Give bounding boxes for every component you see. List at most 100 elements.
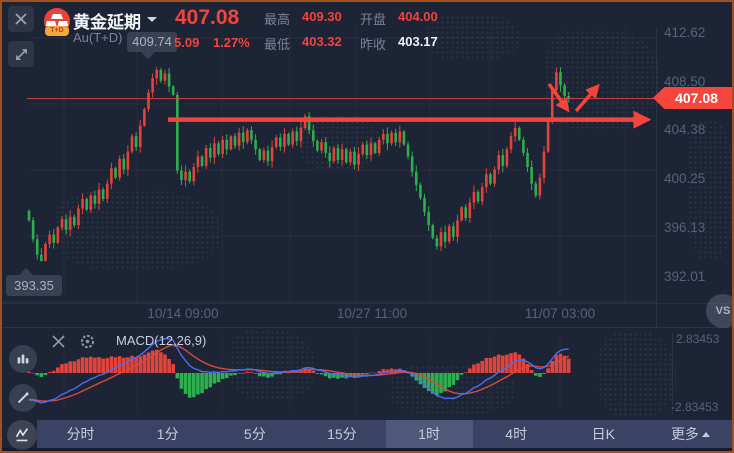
tab-timeframe-1min[interactable]: 1分 [156, 426, 179, 442]
candle-body [101, 189, 105, 199]
stat-open-value: 404.00 [398, 9, 438, 24]
candle-body [192, 167, 196, 182]
macd-histogram-bar [472, 364, 476, 373]
macd-histogram-bar [56, 367, 60, 373]
expand-button[interactable] [8, 41, 34, 67]
candle-body [246, 130, 249, 143]
candle-body [188, 171, 191, 182]
candle-body [489, 174, 492, 184]
macd-histogram-bar [229, 373, 233, 376]
map-dots-decoration [688, 120, 734, 260]
x-axis-label: 10/14 09:00 [147, 306, 219, 321]
tab-timeframe-15min[interactable]: 15分 [327, 426, 357, 442]
macd-histogram-bar [348, 373, 353, 378]
y-axis-label: 404.38 [664, 122, 706, 137]
candle-body [208, 148, 212, 158]
tab-timeframe-fenshi[interactable]: 分时 [66, 426, 95, 442]
candle-body [176, 94, 179, 171]
candle-body [279, 137, 282, 147]
indicator-button[interactable] [7, 420, 37, 450]
candle-body [60, 219, 64, 228]
y-axis-label: 408.50 [664, 74, 706, 89]
macd-histogram-bar [468, 368, 472, 373]
close-button[interactable] [8, 6, 34, 32]
macd-histogram-bar [187, 373, 192, 398]
macd-histogram-bar [455, 373, 460, 381]
candle-body [513, 127, 517, 137]
tab-timeframe-4hour[interactable]: 4时 [505, 426, 528, 442]
candle-body [398, 131, 402, 143]
macd-histogram-bar [105, 358, 110, 373]
candle-body [196, 156, 200, 168]
chevron-down-icon[interactable] [147, 17, 157, 22]
candle-body [266, 150, 270, 162]
chart-type-button[interactable] [9, 345, 37, 373]
candle-body [382, 133, 385, 140]
candle-body [77, 208, 80, 226]
candle-body [423, 197, 426, 213]
macd-histogram-bar [430, 373, 435, 394]
macd-histogram-bar [233, 373, 237, 376]
low-marker-tooltip: 393.35 [6, 275, 62, 296]
candle-body [357, 154, 360, 165]
candle-body [460, 207, 463, 221]
candle-body [538, 177, 542, 196]
draw-tool-button[interactable] [9, 384, 37, 412]
close-icon [15, 13, 27, 25]
candle-body [509, 136, 513, 150]
candle-body [419, 184, 422, 198]
macd-histogram-bar [505, 354, 509, 373]
price-change-row: 5.09 1.27% [174, 35, 250, 50]
macd-settings-button[interactable] [79, 333, 96, 350]
macd-histogram-bar [554, 354, 559, 373]
macd-histogram-bar [192, 373, 196, 398]
candle-body [151, 78, 154, 93]
candle-body [85, 198, 88, 210]
macd-histogram-bar [558, 353, 563, 373]
candle-body [283, 133, 286, 147]
candle-body [464, 207, 468, 218]
candle-body [497, 155, 500, 170]
candle-body [291, 131, 294, 145]
macd-histogram-bar [488, 357, 493, 373]
macd-histogram-bar [377, 370, 381, 373]
candle-body [563, 85, 566, 96]
macd-histogram-bar [130, 355, 134, 373]
candle-body [427, 212, 430, 226]
macd-histogram-bar [241, 373, 246, 374]
symbol-title[interactable]: 黄金延期 [73, 13, 141, 32]
candle-body [332, 148, 336, 162]
macd-histogram-bar [171, 364, 175, 373]
symbol-code: Au(T+D) [73, 30, 123, 45]
macd-histogram-bar [257, 373, 262, 377]
macd-histogram-bar [307, 368, 311, 373]
candle-body [373, 143, 377, 153]
low-marker-pointer [19, 268, 33, 275]
price-change: 5.09 [174, 35, 200, 50]
tab-timeframe-1hour[interactable]: 1时 [385, 420, 473, 448]
macd-histogram-bar [262, 373, 266, 377]
tab-timeframe-5min[interactable]: 5分 [243, 426, 266, 442]
macd-histogram-bar [327, 373, 332, 379]
macd-histogram-bar [163, 354, 167, 373]
x-axis-label: 11/07 03:00 [524, 306, 596, 321]
tab-more[interactable]: 更多 [647, 420, 734, 448]
candle-body [340, 149, 344, 160]
macd-histogram-bar [501, 355, 505, 373]
stat-prevclose-value: 403.17 [398, 34, 438, 49]
macd-histogram-bar [76, 359, 81, 373]
macd-histogram-bar [237, 373, 241, 374]
macd-histogram-bar [365, 373, 369, 375]
candle-body [126, 151, 130, 170]
compare-vs-button[interactable]: VS [706, 294, 734, 328]
candle-body [93, 195, 97, 204]
candle-body [555, 72, 558, 91]
candle-body [229, 136, 233, 150]
tab-timeframe-daily[interactable]: 日K [591, 426, 615, 442]
candle-body [105, 183, 109, 199]
macd-histogram-bar [27, 371, 31, 373]
macd-close-button[interactable] [50, 333, 67, 350]
candle-body [213, 143, 216, 158]
candle-body [110, 168, 113, 184]
